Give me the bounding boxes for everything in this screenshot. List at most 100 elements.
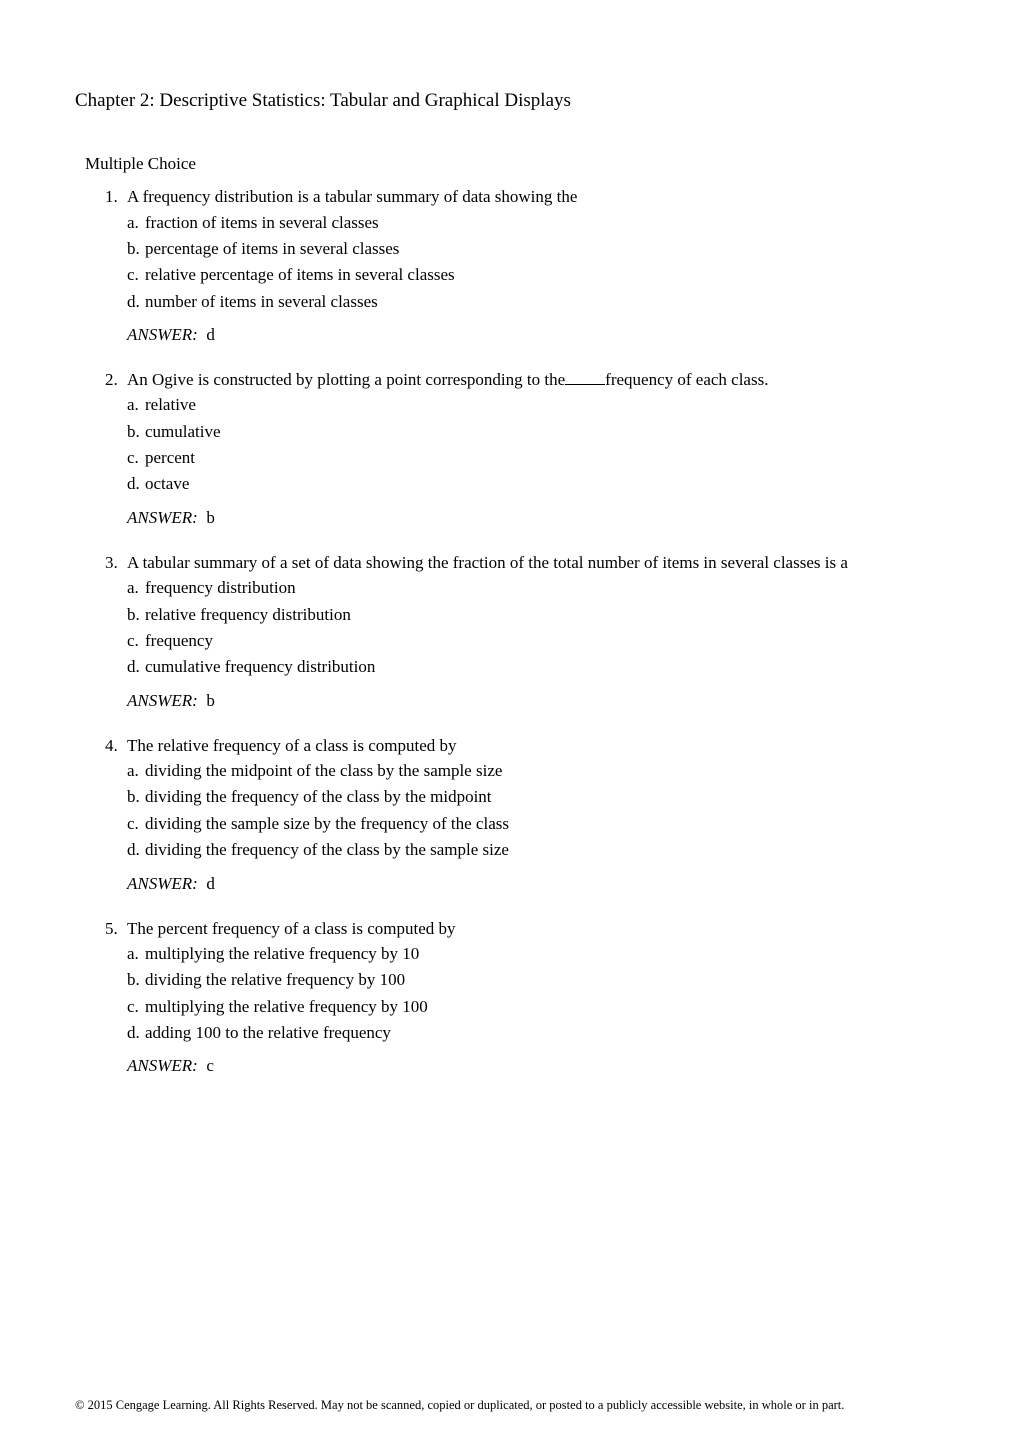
option-letter: a. bbox=[127, 392, 145, 418]
option-text: relative frequency distribution bbox=[145, 602, 945, 628]
question-stem: The relative frequency of a class is com… bbox=[127, 733, 456, 759]
option-letter: c. bbox=[127, 445, 145, 471]
option-text: dividing the midpoint of the class by th… bbox=[145, 758, 945, 784]
option-letter: c. bbox=[127, 994, 145, 1020]
answer-line: ANSWER: b bbox=[127, 691, 945, 711]
option-a: a.frequency distribution bbox=[127, 575, 945, 601]
option-text: percentage of items in several classes bbox=[145, 236, 945, 262]
fill-blank bbox=[565, 368, 605, 385]
option-text: relative percentage of items in several … bbox=[145, 262, 945, 288]
chapter-title: Chapter 2: Descriptive Statistics: Tabul… bbox=[75, 90, 945, 112]
answer-line: ANSWER: c bbox=[127, 1056, 945, 1076]
option-c: c.percent bbox=[127, 445, 945, 471]
option-letter: a. bbox=[127, 210, 145, 236]
option-a: a.fraction of items in several classes bbox=[127, 210, 945, 236]
question-number: 3. bbox=[105, 553, 127, 573]
stem-prefix: An Ogive is constructed by plotting a po… bbox=[127, 370, 565, 389]
option-b: b.dividing the frequency of the class by… bbox=[127, 784, 945, 810]
option-letter: d. bbox=[127, 837, 145, 863]
answer-label: ANSWER: bbox=[127, 1056, 198, 1075]
option-letter: b. bbox=[127, 236, 145, 262]
question-5: 5. The percent frequency of a class is c… bbox=[105, 916, 945, 1077]
option-c: c.relative percentage of items in severa… bbox=[127, 262, 945, 288]
option-text: frequency distribution bbox=[145, 575, 945, 601]
question-stem: A tabular summary of a set of data showi… bbox=[127, 550, 848, 576]
option-text: dividing the sample size by the frequenc… bbox=[145, 811, 945, 837]
options-list: a.frequency distribution b.relative freq… bbox=[127, 575, 945, 680]
option-text: adding 100 to the relative frequency bbox=[145, 1020, 945, 1046]
option-text: cumulative frequency distribution bbox=[145, 654, 945, 680]
question-number: 2. bbox=[105, 370, 127, 390]
option-letter: d. bbox=[127, 289, 145, 315]
option-text: dividing the relative frequency by 100 bbox=[145, 967, 945, 993]
answer-line: ANSWER: b bbox=[127, 508, 945, 528]
option-d: d.dividing the frequency of the class by… bbox=[127, 837, 945, 863]
option-c: c.dividing the sample size by the freque… bbox=[127, 811, 945, 837]
answer-label: ANSWER: bbox=[127, 874, 198, 893]
question-2: 2. An Ogive is constructed by plotting a… bbox=[105, 367, 945, 528]
option-text: cumulative bbox=[145, 419, 945, 445]
option-d: d.number of items in several classes bbox=[127, 289, 945, 315]
section-heading: Multiple Choice bbox=[85, 154, 945, 174]
options-list: a.relative b.cumulative c.percent d.octa… bbox=[127, 392, 945, 497]
question-stem: The percent frequency of a class is comp… bbox=[127, 916, 456, 942]
question-number: 1. bbox=[105, 187, 127, 207]
option-text: relative bbox=[145, 392, 945, 418]
option-letter: b. bbox=[127, 602, 145, 628]
option-b: b.relative frequency distribution bbox=[127, 602, 945, 628]
option-a: a.multiplying the relative frequency by … bbox=[127, 941, 945, 967]
stem-suffix: frequency of each class. bbox=[605, 370, 768, 389]
option-text: multiplying the relative frequency by 10… bbox=[145, 994, 945, 1020]
question-stem: A frequency distribution is a tabular su… bbox=[127, 184, 577, 210]
option-text: number of items in several classes bbox=[145, 289, 945, 315]
question-number: 4. bbox=[105, 736, 127, 756]
question-stem: An Ogive is constructed by plotting a po… bbox=[127, 367, 768, 393]
answer-label: ANSWER: bbox=[127, 508, 198, 527]
options-list: a.fraction of items in several classes b… bbox=[127, 210, 945, 315]
option-d: d.octave bbox=[127, 471, 945, 497]
option-letter: c. bbox=[127, 628, 145, 654]
answer-value: b bbox=[206, 691, 215, 710]
option-text: dividing the frequency of the class by t… bbox=[145, 837, 945, 863]
option-b: b.cumulative bbox=[127, 419, 945, 445]
option-d: d.adding 100 to the relative frequency bbox=[127, 1020, 945, 1046]
option-text: octave bbox=[145, 471, 945, 497]
copyright-footer: © 2015 Cengage Learning. All Rights Rese… bbox=[75, 1397, 945, 1413]
option-text: dividing the frequency of the class by t… bbox=[145, 784, 945, 810]
option-letter: a. bbox=[127, 758, 145, 784]
option-letter: a. bbox=[127, 575, 145, 601]
option-text: percent bbox=[145, 445, 945, 471]
question-1: 1. A frequency distribution is a tabular… bbox=[105, 184, 945, 345]
option-letter: b. bbox=[127, 784, 145, 810]
option-letter: d. bbox=[127, 654, 145, 680]
option-letter: c. bbox=[127, 262, 145, 288]
option-letter: b. bbox=[127, 967, 145, 993]
option-letter: a. bbox=[127, 941, 145, 967]
answer-line: ANSWER: d bbox=[127, 874, 945, 894]
option-text: multiplying the relative frequency by 10 bbox=[145, 941, 945, 967]
option-c: c.multiplying the relative frequency by … bbox=[127, 994, 945, 1020]
option-text: frequency bbox=[145, 628, 945, 654]
option-letter: d. bbox=[127, 1020, 145, 1046]
answer-line: ANSWER: d bbox=[127, 325, 945, 345]
question-number: 5. bbox=[105, 919, 127, 939]
option-letter: b. bbox=[127, 419, 145, 445]
answer-value: d bbox=[206, 325, 215, 344]
option-a: a.dividing the midpoint of the class by … bbox=[127, 758, 945, 784]
answer-label: ANSWER: bbox=[127, 691, 198, 710]
option-b: b.percentage of items in several classes bbox=[127, 236, 945, 262]
question-3: 3. A tabular summary of a set of data sh… bbox=[105, 550, 945, 711]
options-list: a.dividing the midpoint of the class by … bbox=[127, 758, 945, 863]
option-b: b.dividing the relative frequency by 100 bbox=[127, 967, 945, 993]
answer-value: c bbox=[206, 1056, 214, 1075]
option-letter: d. bbox=[127, 471, 145, 497]
option-text: fraction of items in several classes bbox=[145, 210, 945, 236]
option-letter: c. bbox=[127, 811, 145, 837]
option-d: d.cumulative frequency distribution bbox=[127, 654, 945, 680]
options-list: a.multiplying the relative frequency by … bbox=[127, 941, 945, 1046]
answer-value: d bbox=[206, 874, 215, 893]
option-c: c.frequency bbox=[127, 628, 945, 654]
answer-value: b bbox=[206, 508, 215, 527]
option-a: a.relative bbox=[127, 392, 945, 418]
answer-label: ANSWER: bbox=[127, 325, 198, 344]
